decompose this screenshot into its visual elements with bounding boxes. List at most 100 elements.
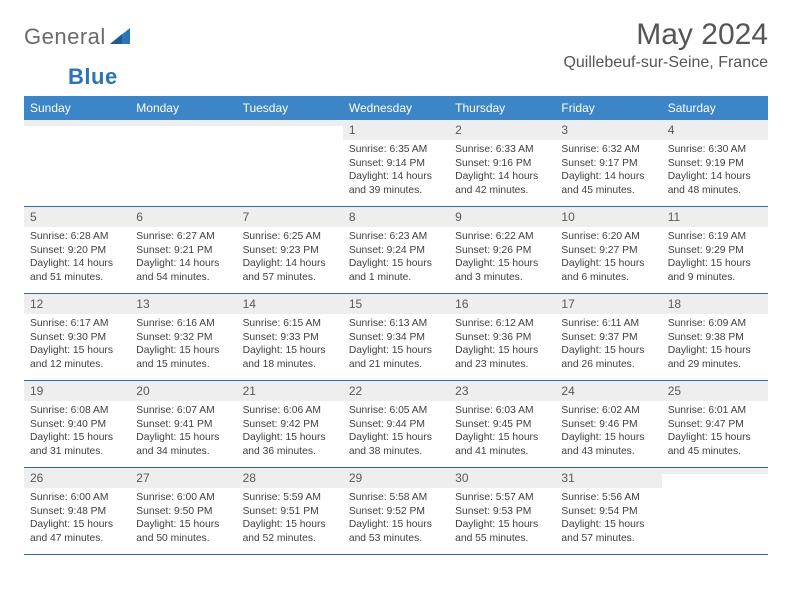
sunrise-text: Sunrise: 6:23 AM bbox=[349, 230, 443, 244]
day-cell: 2Sunrise: 6:33 AMSunset: 9:16 PMDaylight… bbox=[449, 120, 555, 206]
sunset-text: Sunset: 9:42 PM bbox=[243, 418, 337, 432]
day-body: Sunrise: 5:56 AMSunset: 9:54 PMDaylight:… bbox=[555, 488, 661, 549]
daylight-text: and 42 minutes. bbox=[455, 184, 549, 198]
daylight-text: Daylight: 15 hours bbox=[349, 518, 443, 532]
sunset-text: Sunset: 9:50 PM bbox=[136, 505, 230, 519]
day-number: 23 bbox=[449, 381, 555, 401]
day-number: 12 bbox=[24, 294, 130, 314]
day-body: Sunrise: 6:08 AMSunset: 9:40 PMDaylight:… bbox=[24, 401, 130, 462]
sunset-text: Sunset: 9:32 PM bbox=[136, 331, 230, 345]
day-body: Sunrise: 6:11 AMSunset: 9:37 PMDaylight:… bbox=[555, 314, 661, 375]
day-body: Sunrise: 6:03 AMSunset: 9:45 PMDaylight:… bbox=[449, 401, 555, 462]
day-number bbox=[24, 120, 130, 126]
sunrise-text: Sunrise: 6:13 AM bbox=[349, 317, 443, 331]
day-body: Sunrise: 6:12 AMSunset: 9:36 PMDaylight:… bbox=[449, 314, 555, 375]
daylight-text: and 12 minutes. bbox=[30, 358, 124, 372]
daylight-text: and 45 minutes. bbox=[668, 445, 762, 459]
day-body: Sunrise: 6:07 AMSunset: 9:41 PMDaylight:… bbox=[130, 401, 236, 462]
sunrise-text: Sunrise: 6:08 AM bbox=[30, 404, 124, 418]
day-body: Sunrise: 6:00 AMSunset: 9:50 PMDaylight:… bbox=[130, 488, 236, 549]
week-row: 26Sunrise: 6:00 AMSunset: 9:48 PMDayligh… bbox=[24, 468, 768, 555]
day-number: 22 bbox=[343, 381, 449, 401]
sunset-text: Sunset: 9:29 PM bbox=[668, 244, 762, 258]
sunset-text: Sunset: 9:23 PM bbox=[243, 244, 337, 258]
day-body: Sunrise: 6:02 AMSunset: 9:46 PMDaylight:… bbox=[555, 401, 661, 462]
day-number: 30 bbox=[449, 468, 555, 488]
day-cell: 17Sunrise: 6:11 AMSunset: 9:37 PMDayligh… bbox=[555, 294, 661, 380]
week-row: 12Sunrise: 6:17 AMSunset: 9:30 PMDayligh… bbox=[24, 294, 768, 381]
title-block: May 2024 Quillebeuf-sur-Seine, France bbox=[563, 18, 768, 72]
sunrise-text: Sunrise: 6:12 AM bbox=[455, 317, 549, 331]
sunrise-text: Sunrise: 6:17 AM bbox=[30, 317, 124, 331]
day-cell: 16Sunrise: 6:12 AMSunset: 9:36 PMDayligh… bbox=[449, 294, 555, 380]
daylight-text: Daylight: 15 hours bbox=[668, 431, 762, 445]
sunrise-text: Sunrise: 6:33 AM bbox=[455, 143, 549, 157]
sunrise-text: Sunrise: 6:00 AM bbox=[136, 491, 230, 505]
daylight-text: and 54 minutes. bbox=[136, 271, 230, 285]
dow-saturday: Saturday bbox=[662, 96, 768, 120]
day-body: Sunrise: 6:33 AMSunset: 9:16 PMDaylight:… bbox=[449, 140, 555, 201]
brand-triangle-icon bbox=[110, 26, 130, 49]
day-number: 27 bbox=[130, 468, 236, 488]
day-number: 4 bbox=[662, 120, 768, 140]
sunset-text: Sunset: 9:17 PM bbox=[561, 157, 655, 171]
day-number bbox=[237, 120, 343, 126]
daylight-text: Daylight: 15 hours bbox=[561, 518, 655, 532]
day-cell: 5Sunrise: 6:28 AMSunset: 9:20 PMDaylight… bbox=[24, 207, 130, 293]
day-body: Sunrise: 6:17 AMSunset: 9:30 PMDaylight:… bbox=[24, 314, 130, 375]
sunset-text: Sunset: 9:24 PM bbox=[349, 244, 443, 258]
sunrise-text: Sunrise: 6:15 AM bbox=[243, 317, 337, 331]
day-number: 8 bbox=[343, 207, 449, 227]
sunrise-text: Sunrise: 6:09 AM bbox=[668, 317, 762, 331]
day-body: Sunrise: 6:09 AMSunset: 9:38 PMDaylight:… bbox=[662, 314, 768, 375]
sunset-text: Sunset: 9:53 PM bbox=[455, 505, 549, 519]
daylight-text: and 29 minutes. bbox=[668, 358, 762, 372]
daylight-text: and 48 minutes. bbox=[668, 184, 762, 198]
sunrise-text: Sunrise: 6:30 AM bbox=[668, 143, 762, 157]
location-label: Quillebeuf-sur-Seine, France bbox=[563, 54, 768, 72]
daylight-text: and 23 minutes. bbox=[455, 358, 549, 372]
daylight-text: and 34 minutes. bbox=[136, 445, 230, 459]
dow-thursday: Thursday bbox=[449, 96, 555, 120]
day-body: Sunrise: 6:25 AMSunset: 9:23 PMDaylight:… bbox=[237, 227, 343, 288]
calendar-grid: Sunday Monday Tuesday Wednesday Thursday… bbox=[24, 96, 768, 555]
daylight-text: and 50 minutes. bbox=[136, 532, 230, 546]
day-number: 31 bbox=[555, 468, 661, 488]
day-cell: 31Sunrise: 5:56 AMSunset: 9:54 PMDayligh… bbox=[555, 468, 661, 554]
day-number: 9 bbox=[449, 207, 555, 227]
daylight-text: and 21 minutes. bbox=[349, 358, 443, 372]
daylight-text: and 55 minutes. bbox=[455, 532, 549, 546]
day-number: 14 bbox=[237, 294, 343, 314]
daylight-text: and 36 minutes. bbox=[243, 445, 337, 459]
sunset-text: Sunset: 9:37 PM bbox=[561, 331, 655, 345]
daylight-text: Daylight: 15 hours bbox=[349, 344, 443, 358]
sunset-text: Sunset: 9:19 PM bbox=[668, 157, 762, 171]
day-cell: 18Sunrise: 6:09 AMSunset: 9:38 PMDayligh… bbox=[662, 294, 768, 380]
day-number: 5 bbox=[24, 207, 130, 227]
daylight-text: and 1 minute. bbox=[349, 271, 443, 285]
week-row: 5Sunrise: 6:28 AMSunset: 9:20 PMDaylight… bbox=[24, 207, 768, 294]
daylight-text: Daylight: 15 hours bbox=[136, 431, 230, 445]
day-cell: 30Sunrise: 5:57 AMSunset: 9:53 PMDayligh… bbox=[449, 468, 555, 554]
daylight-text: Daylight: 14 hours bbox=[349, 170, 443, 184]
week-row: 1Sunrise: 6:35 AMSunset: 9:14 PMDaylight… bbox=[24, 120, 768, 207]
dow-tuesday: Tuesday bbox=[237, 96, 343, 120]
daylight-text: Daylight: 14 hours bbox=[455, 170, 549, 184]
day-cell bbox=[24, 120, 130, 206]
daylight-text: and 45 minutes. bbox=[561, 184, 655, 198]
day-body: Sunrise: 6:06 AMSunset: 9:42 PMDaylight:… bbox=[237, 401, 343, 462]
daylight-text: and 57 minutes. bbox=[561, 532, 655, 546]
day-cell: 11Sunrise: 6:19 AMSunset: 9:29 PMDayligh… bbox=[662, 207, 768, 293]
sunrise-text: Sunrise: 6:05 AM bbox=[349, 404, 443, 418]
sunset-text: Sunset: 9:26 PM bbox=[455, 244, 549, 258]
daylight-text: Daylight: 15 hours bbox=[243, 518, 337, 532]
brand-logo: General bbox=[24, 18, 132, 50]
week-row: 19Sunrise: 6:08 AMSunset: 9:40 PMDayligh… bbox=[24, 381, 768, 468]
day-body: Sunrise: 5:57 AMSunset: 9:53 PMDaylight:… bbox=[449, 488, 555, 549]
day-body: Sunrise: 6:16 AMSunset: 9:32 PMDaylight:… bbox=[130, 314, 236, 375]
day-cell: 24Sunrise: 6:02 AMSunset: 9:46 PMDayligh… bbox=[555, 381, 661, 467]
daylight-text: Daylight: 15 hours bbox=[561, 257, 655, 271]
day-number: 29 bbox=[343, 468, 449, 488]
calendar-page: General May 2024 Quillebeuf-sur-Seine, F… bbox=[0, 0, 792, 573]
day-number: 19 bbox=[24, 381, 130, 401]
